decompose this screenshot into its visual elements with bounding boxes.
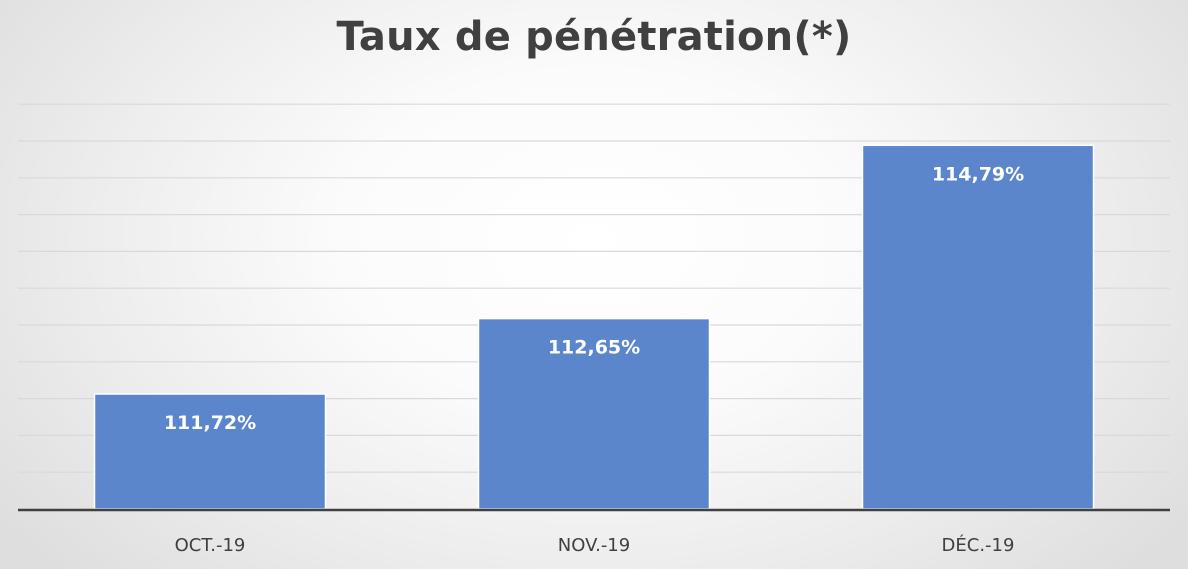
x-tick-labels: OCT.-19 NOV.-19 DÉC.-19 (175, 534, 1015, 556)
data-label: 112,65% (548, 337, 640, 359)
data-labels: 111,72% 112,65% 114,79% (164, 163, 1024, 434)
x-tick-label: OCT.-19 (175, 535, 246, 556)
bar (93, 393, 327, 510)
x-tick-label: NOV.-19 (558, 535, 630, 556)
bars (93, 144, 1095, 510)
bar (861, 144, 1095, 510)
data-label: 114,79% (932, 163, 1024, 185)
data-label: 111,72% (164, 412, 256, 434)
x-tick-label: DÉC.-19 (942, 534, 1015, 556)
chart-title: Taux de pénétration(*) (336, 14, 852, 60)
bar (477, 317, 711, 510)
